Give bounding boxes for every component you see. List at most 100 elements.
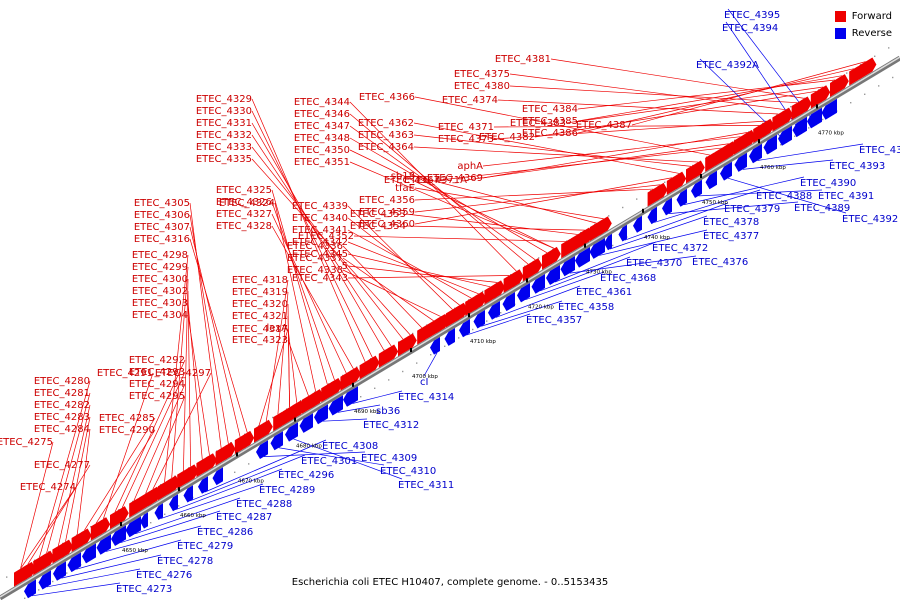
- kbp-ticks: 4650 kbp 4660 kbp 4670 kbp 4680 kbp 4690 kbp…: [120, 104, 844, 554]
- forward-gene-label: ETEC_4325: [216, 185, 272, 196]
- reverse-gene: [82, 543, 96, 564]
- forward-gene-label: ETEC_4362: [358, 118, 414, 129]
- tick-mark: [352, 382, 354, 387]
- forward-leader-line: [189, 214, 229, 445]
- forward-leader-line: [414, 175, 597, 224]
- reverse-gene-label: ETEC_4361: [576, 287, 632, 298]
- forward-leader-line: [287, 327, 298, 403]
- tick-label: 4650 kbp: [122, 548, 148, 554]
- reverse-leader-line: [204, 439, 327, 493]
- forward-gene-label: ETEC_4299: [132, 262, 188, 273]
- forward-gene: [350, 366, 361, 385]
- forward-leader-line: [27, 464, 91, 565]
- track-dot: [164, 513, 166, 515]
- forward-gene-label: aphA: [457, 161, 483, 172]
- reverse-gene: [96, 534, 111, 555]
- forward-gene-label: ETEC_4318: [232, 275, 288, 286]
- forward-leader-line: [347, 275, 510, 279]
- forward-gene-label: ETEC_4375: [454, 69, 510, 80]
- forward-gene-label: ETEC_4291: [97, 368, 153, 379]
- forward-leader-line: [251, 98, 366, 363]
- track-dot: [458, 337, 460, 339]
- reverse-gene: [734, 152, 747, 172]
- forward-leader-line: [57, 404, 91, 547]
- forward-leader-line: [84, 417, 156, 531]
- reverse-gene: [140, 512, 148, 529]
- forward-gene: [676, 171, 687, 190]
- forward-gene: [455, 302, 468, 322]
- forward-leader-line: [145, 395, 186, 494]
- forward-gene-label: ETEC_4321: [232, 311, 288, 322]
- forward-leader-line: [414, 177, 673, 225]
- forward-leader-line: [349, 125, 536, 261]
- track-dot: [430, 354, 432, 356]
- reverse-gene: [314, 404, 328, 425]
- reverse-gene: [270, 431, 283, 451]
- forward-gene: [858, 57, 877, 80]
- leader-lines: [20, 8, 866, 597]
- forward-leader-line: [509, 85, 798, 104]
- track-dot: [622, 206, 624, 209]
- forward-gene-label: ETEC_4351: [294, 157, 350, 168]
- forward-gene-label: ETEC_4382: [479, 132, 535, 143]
- forward-gene-label: ETEC_4383: [510, 118, 566, 129]
- legend-forward-label: Forward: [851, 11, 892, 22]
- reverse-gene-label: ETEC_4310: [380, 466, 436, 477]
- forward-gene: [762, 118, 775, 138]
- forward-gene-label: ETEC_4282: [34, 400, 90, 411]
- reverse-gene: [212, 467, 223, 486]
- forward-leader-line: [121, 371, 186, 508]
- forward-gene-label: ETEC_4275: [0, 437, 53, 448]
- tick-mark: [236, 452, 238, 457]
- reverse-gene: [647, 206, 657, 225]
- reverse-gene-label: ETEC_4296: [278, 470, 334, 481]
- forward-gene-label: ETEC_4364: [358, 142, 414, 153]
- forward-gene-label: ETEC_4306: [134, 210, 190, 221]
- forward-gene: [311, 389, 324, 409]
- forward-gene: [244, 430, 255, 449]
- forward-gene-label: ETEC_4300: [132, 274, 188, 285]
- forward-gene-label: ETEC_4380: [454, 81, 510, 92]
- reverse-gene: [328, 395, 343, 416]
- reverse-leader-line: [727, 177, 847, 214]
- forward-gene: [782, 107, 793, 126]
- reverse-gene: [111, 525, 126, 546]
- reverse-leader-line: [599, 229, 708, 256]
- forward-gene-label: ETEC_4354: [350, 221, 406, 232]
- forward-gene: [81, 528, 92, 547]
- forward-gene: [369, 355, 380, 374]
- reverse-gene: [198, 476, 208, 494]
- forward-gene-label: ETEC_4343: [292, 273, 348, 284]
- forward-gene-label: ETEC_4385: [522, 116, 578, 127]
- forward-gene-label: ETEC_4356: [359, 195, 415, 206]
- reverse-gene-label: ETEC_4392A: [696, 60, 759, 71]
- reverse-leader-line: [742, 159, 834, 170]
- forward-gene-label: ETEC_4327: [216, 209, 272, 220]
- track-dot: [878, 85, 880, 87]
- reverse-gene: [633, 215, 642, 233]
- forward-gene-label: ETEC_4369: [427, 173, 483, 184]
- tick-label: 4660 kbp: [180, 513, 206, 519]
- forward-gene-label: ETEC_4285: [99, 413, 155, 424]
- reverse-leader-line: [624, 202, 729, 241]
- forward-leader-line: [347, 217, 460, 306]
- track-dot: [52, 580, 54, 583]
- track-dot: [538, 257, 540, 259]
- reverse-swatch: [834, 28, 846, 39]
- forward-leader-line: [251, 122, 385, 351]
- forward-leader-line: [414, 187, 604, 220]
- forward-leader-line: [189, 226, 241, 438]
- forward-gene-label: ETEC_4328: [216, 221, 272, 232]
- forward-gene-label: ETEC_4323: [232, 335, 288, 346]
- reverse-gene: [763, 134, 777, 155]
- forward-leader-line: [347, 229, 472, 299]
- forward-gene-label: ETEC_4305: [134, 198, 190, 209]
- reverse-gene: [604, 233, 612, 251]
- forward-gene-label: ETEC_4294: [129, 379, 185, 390]
- track-dot: [612, 244, 614, 247]
- reverse-gene: [662, 197, 672, 216]
- reverse-gene: [691, 179, 702, 198]
- forward-gene-label: ETEC_4277: [34, 460, 90, 471]
- reverse-leader-line: [540, 256, 631, 292]
- forward-gene-label: ETEC_4363: [358, 130, 414, 141]
